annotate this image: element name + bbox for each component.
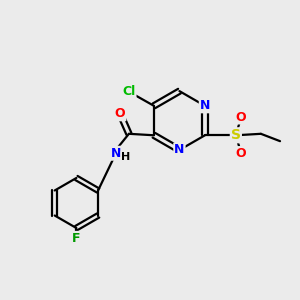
Text: O: O <box>115 107 125 120</box>
Text: N: N <box>200 99 210 112</box>
Text: O: O <box>236 147 247 160</box>
Text: N: N <box>174 143 184 157</box>
Text: S: S <box>231 128 241 142</box>
Text: N: N <box>110 147 121 160</box>
Text: H: H <box>121 152 130 162</box>
Text: F: F <box>72 232 81 245</box>
Text: O: O <box>236 110 247 124</box>
Text: Cl: Cl <box>122 85 136 98</box>
